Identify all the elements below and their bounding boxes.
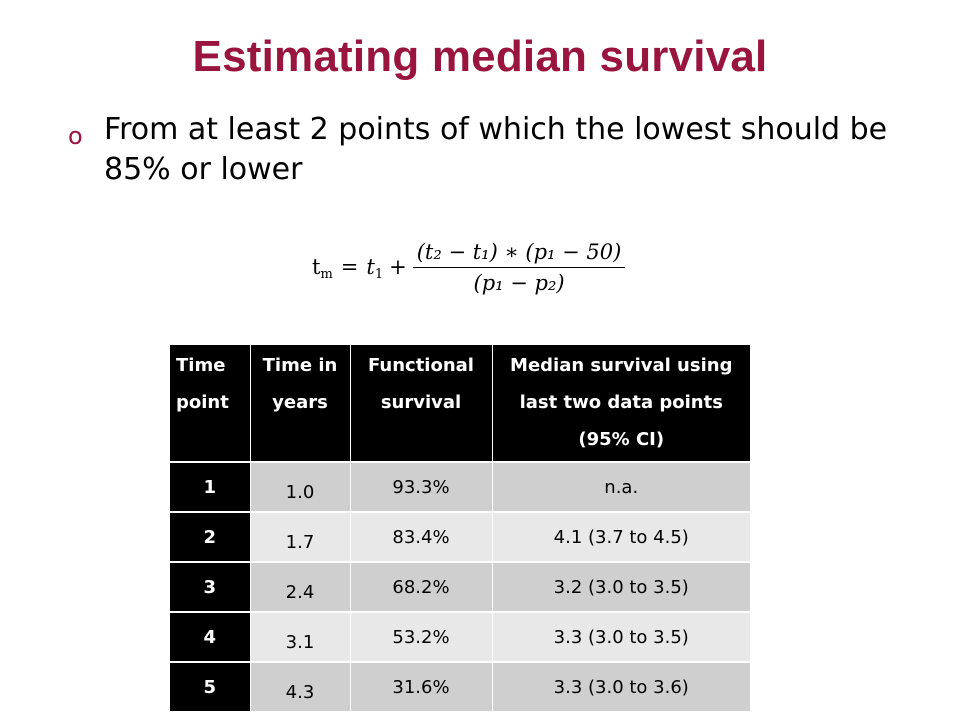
cell-time-years: 2.4 [249, 561, 350, 612]
table-row: 1 1.0 93.3% n.a. [170, 461, 750, 512]
survival-table: Time point Time in years Functional surv… [170, 345, 750, 711]
cell-median-survival: 3.2 (3.0 to 3.5) [491, 561, 750, 612]
cell-median-survival: 4.1 (3.7 to 4.5) [491, 511, 750, 562]
cell-functional-survival: 83.4% [349, 511, 492, 562]
cell-functional-survival: 31.6% [349, 661, 492, 711]
bullet-circle-icon: o [68, 122, 83, 150]
formula-tm: t [312, 255, 321, 279]
formula-denominator: (p₁ − p₂) [473, 270, 565, 295]
cell-time-years: 3.1 [249, 611, 350, 662]
table-header-row: Time point Time in years Functional surv… [170, 345, 750, 462]
cell-time-point: 5 [170, 661, 250, 711]
header-functional-survival: Functional survival [349, 345, 492, 462]
cell-median-survival: n.a. [491, 461, 750, 512]
cell-time-point: 3 [170, 561, 250, 612]
cell-time-point: 4 [170, 611, 250, 662]
cell-time-years: 4.3 [249, 661, 350, 711]
slide-title: Estimating median survival [192, 32, 768, 81]
table-row: 3 2.4 68.2% 3.2 (3.0 to 3.5) [170, 561, 750, 612]
formula-t1: t [366, 255, 375, 279]
cell-functional-survival: 68.2% [349, 561, 492, 612]
table-row: 2 1.7 83.4% 4.1 (3.7 to 4.5) [170, 511, 750, 562]
cell-time-point: 1 [170, 461, 250, 512]
formula-equals: = [340, 255, 359, 279]
cell-time-point: 2 [170, 511, 250, 562]
header-time-in-years: Time in years [249, 345, 350, 462]
header-time-point: Time point [170, 345, 250, 462]
formula-plus: + [389, 255, 407, 279]
table-row: 5 4.3 31.6% 3.3 (3.0 to 3.6) [170, 661, 750, 711]
formula-tm-sub: m [320, 267, 333, 282]
bullet-text: From at least 2 points of which the lowe… [104, 112, 888, 187]
header-median-survival: Median survival using last two data poin… [491, 345, 750, 462]
table-row: 4 3.1 53.2% 3.3 (3.0 to 3.5) [170, 611, 750, 662]
cell-time-years: 1.7 [249, 511, 350, 562]
formula-t1-sub: 1 [374, 267, 384, 282]
cell-functional-survival: 53.2% [349, 611, 492, 662]
formula-fraction: (t₂ − t₁) ∗ (p₁ − 50) (p₁ − p₂) [412, 240, 626, 295]
cell-median-survival: 3.3 (3.0 to 3.6) [491, 661, 750, 711]
formula-numerator: (t₂ − t₁) ∗ (p₁ − 50) [412, 240, 626, 268]
cell-median-survival: 3.3 (3.0 to 3.5) [491, 611, 750, 662]
cell-functional-survival: 93.3% [349, 461, 492, 512]
cell-time-years: 1.0 [249, 461, 350, 512]
